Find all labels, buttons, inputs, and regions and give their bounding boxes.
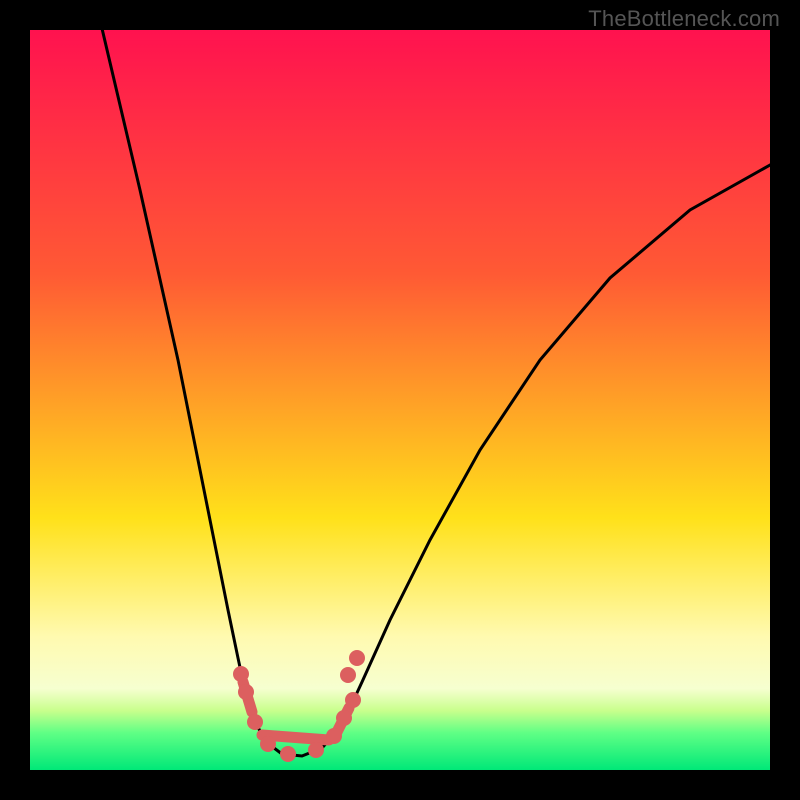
marker-dot [308, 742, 324, 758]
curve-left-branch [100, 30, 244, 686]
marker-dot [340, 667, 356, 683]
chart-frame: TheBottleneck.com [0, 0, 800, 800]
marker-dot [238, 684, 254, 700]
marker-dot [345, 692, 361, 708]
marker-dot [326, 728, 342, 744]
marker-dot [349, 650, 365, 666]
marker-dot [260, 736, 276, 752]
plot-area [30, 30, 770, 770]
curve-layer [30, 30, 770, 770]
marker-dot [233, 666, 249, 682]
watermark-text: TheBottleneck.com [588, 6, 780, 32]
marker-dot [336, 710, 352, 726]
marker-dot [280, 746, 296, 762]
marker-dot [247, 714, 263, 730]
curve-right-branch [350, 165, 770, 708]
